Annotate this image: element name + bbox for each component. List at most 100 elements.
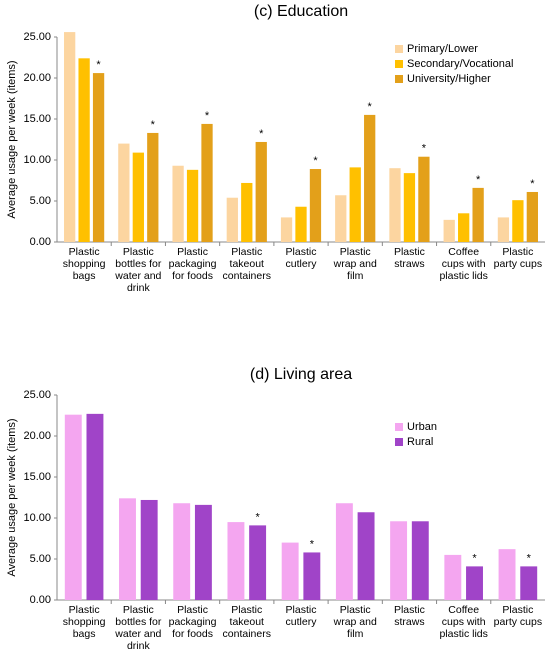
x-tick-label-box: Plastic shopping bags	[62, 246, 106, 282]
y-tick-label: 25.00	[23, 31, 51, 43]
legend-swatch	[395, 45, 403, 53]
legend-label: Primary/Lower	[407, 43, 478, 55]
bar	[418, 156, 430, 242]
bar	[472, 187, 484, 242]
legend-swatch	[395, 75, 403, 83]
bar	[295, 206, 307, 242]
legend-swatch	[395, 438, 403, 446]
x-tick-label-box: Plastic wrap and film	[333, 246, 377, 282]
x-tick-label: Plastic shopping bags	[62, 604, 106, 640]
bar	[498, 549, 516, 600]
bar	[241, 182, 253, 242]
significance-marker: *	[151, 119, 156, 131]
bar	[147, 132, 159, 242]
bar	[443, 219, 455, 242]
chart-title: (d) Living area	[250, 366, 352, 383]
x-tick-label-box: Plastic packaging for foods	[168, 246, 217, 282]
x-tick-label: Plastic wrap and film	[333, 604, 377, 640]
bar	[335, 503, 353, 600]
x-tick-label-box: Coffee cups with plastic lids	[439, 246, 488, 282]
bar	[526, 191, 538, 242]
bar	[173, 503, 191, 600]
bar	[64, 414, 82, 600]
y-tick-label: 15.00	[23, 113, 51, 125]
bar	[364, 114, 376, 242]
legend-label: Rural	[407, 436, 433, 448]
bar	[390, 521, 408, 600]
significance-marker: *	[368, 101, 373, 113]
x-tick-label: Coffee cups with plastic lids	[439, 246, 488, 282]
bar	[357, 512, 375, 600]
y-tick-label: 25.00	[23, 389, 51, 401]
significance-marker: *	[205, 110, 210, 122]
bar	[458, 213, 470, 242]
x-tick-label: Plastic takeout containers	[222, 246, 271, 282]
bar	[78, 58, 90, 242]
bar	[403, 173, 416, 242]
y-axis-label: Average usage per week (items)	[6, 418, 18, 576]
y-tick-label: 0.00	[30, 236, 51, 248]
significance-marker: *	[259, 128, 264, 140]
legend-label: University/Higher	[407, 73, 491, 85]
bar	[520, 566, 538, 600]
x-tick-label: Plastic bottles for water and drink	[115, 246, 162, 294]
significance-marker: *	[472, 552, 477, 564]
x-tick-label-box: Coffee cups with plastic lids	[439, 604, 488, 640]
bar	[92, 73, 105, 242]
y-tick-label: 0.00	[30, 594, 51, 606]
x-tick-label-box: Plastic takeout containers	[222, 246, 271, 282]
x-tick-label: Plastic takeout containers	[222, 604, 271, 640]
bar	[349, 167, 361, 242]
legend-swatch	[395, 423, 403, 431]
chart-title: (c) Education	[254, 3, 348, 20]
x-tick-label: Plastic bottles for water and drink	[115, 604, 162, 652]
x-tick-label-box: Plastic party cups	[493, 246, 543, 270]
x-tick-label: Plastic cutlery	[285, 246, 317, 270]
x-tick-label: Plastic shopping bags	[62, 246, 106, 282]
y-tick-label: 20.00	[23, 72, 51, 84]
x-tick-label-box: Plastic straws	[394, 604, 425, 628]
bar	[512, 200, 524, 242]
bar	[194, 504, 212, 600]
bar	[389, 168, 401, 242]
x-tick-label-box: Plastic wrap and film	[333, 604, 377, 640]
significance-marker: *	[527, 552, 532, 564]
x-tick-label: Plastic party cups	[493, 246, 543, 270]
bar	[280, 217, 293, 242]
x-tick-label: Plastic straws	[393, 246, 425, 270]
bar	[227, 522, 245, 600]
bar	[86, 413, 104, 600]
y-tick-label: 20.00	[23, 430, 51, 442]
legend-label: Urban	[407, 421, 437, 433]
x-tick-label-box: Plastic bottles for water and drink	[115, 604, 162, 652]
x-tick-label-box: Plastic straws	[393, 246, 425, 270]
x-tick-label-box: Plastic takeout containers	[222, 604, 271, 640]
x-tick-label-box: Plastic party cups	[493, 604, 543, 628]
x-tick-label-box: Plastic packaging for foods	[168, 604, 217, 640]
bar	[186, 169, 199, 242]
x-tick-label: Coffee cups with plastic lids	[439, 604, 488, 640]
x-tick-label: Plastic packaging for foods	[168, 604, 217, 640]
bar	[118, 143, 130, 242]
bar	[201, 123, 213, 242]
significance-marker: *	[476, 174, 481, 186]
bar	[309, 169, 322, 242]
x-tick-label: Plastic party cups	[493, 604, 543, 628]
x-tick-label: Plastic cutlery	[285, 604, 317, 628]
x-tick-label-box: Plastic bottles for water and drink	[115, 246, 162, 294]
x-tick-label-box: Plastic shopping bags	[62, 604, 106, 640]
bar	[140, 499, 158, 600]
y-axis-label: Average usage per week (items)	[6, 60, 18, 218]
bar	[119, 498, 136, 600]
bar	[444, 554, 462, 600]
x-tick-label: Plastic wrap and film	[333, 246, 377, 282]
bar	[335, 195, 347, 242]
bar	[132, 152, 144, 242]
x-tick-label: Plastic packaging for foods	[168, 246, 217, 282]
y-tick-label: 5.00	[30, 195, 51, 207]
legend-label: Secondary/Vocational	[407, 58, 513, 70]
bar	[303, 552, 321, 600]
significance-marker: *	[422, 143, 427, 155]
y-tick-label: 15.00	[23, 471, 51, 483]
